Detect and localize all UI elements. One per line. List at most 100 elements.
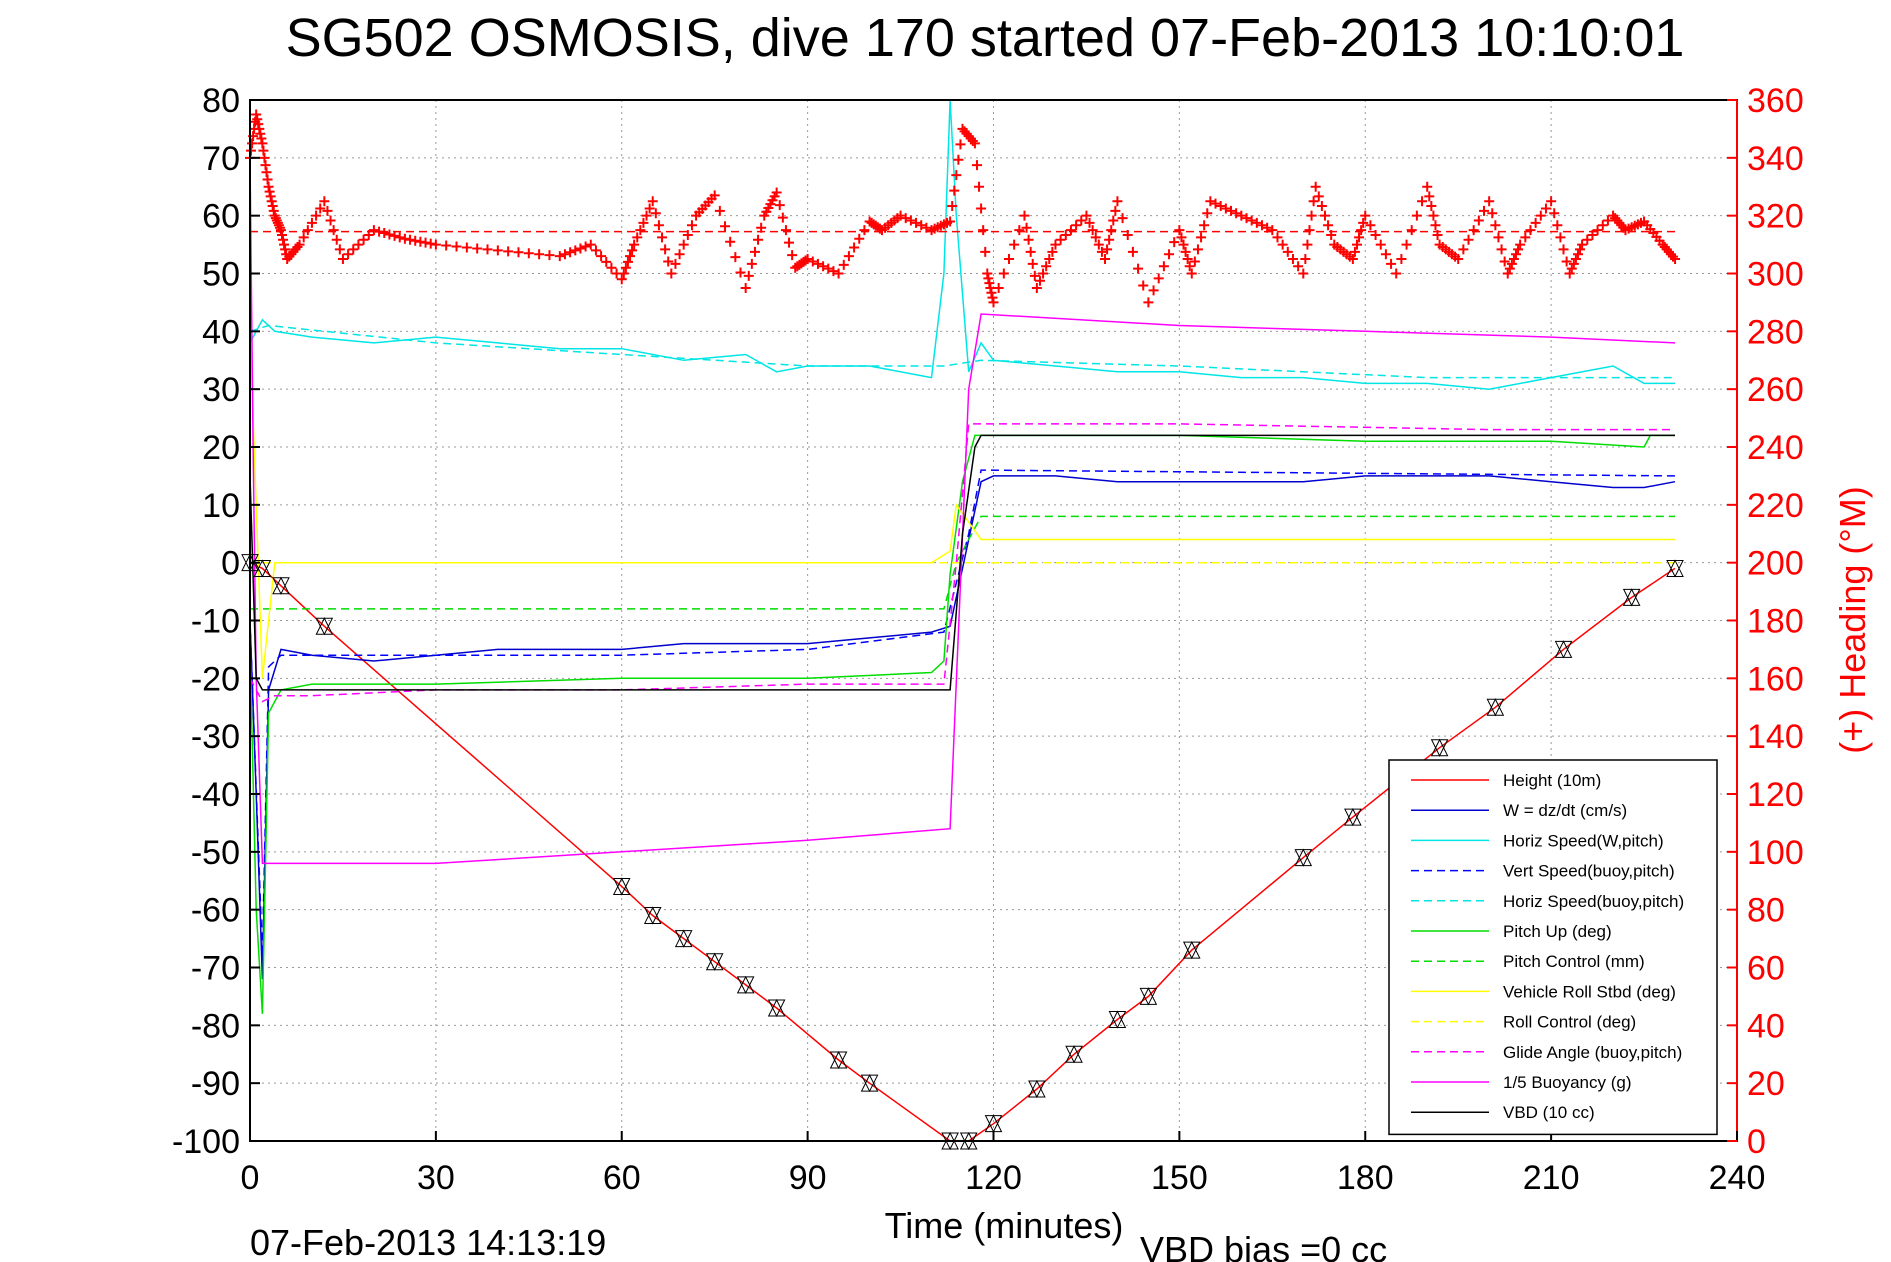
heading-point [1241, 213, 1252, 224]
heading-point [818, 261, 829, 272]
heading-point [678, 239, 689, 250]
heading-point [247, 138, 258, 149]
heading-point [1202, 208, 1213, 219]
heading-point [1041, 261, 1052, 272]
heading-point [1184, 261, 1195, 272]
heading-point [1034, 275, 1045, 286]
heading-point [784, 237, 795, 248]
heading-point [657, 232, 668, 243]
heading-point [1071, 220, 1082, 231]
heading-point [638, 217, 649, 228]
heading-point [618, 268, 629, 279]
heading-point [1487, 208, 1498, 219]
legend-label: Vert Speed(buoy,pitch) [1503, 862, 1675, 881]
heading-point [1546, 196, 1557, 207]
heading-point [1293, 261, 1304, 272]
heading-point [978, 225, 989, 236]
heading-point [725, 236, 736, 247]
heading-point [1458, 244, 1469, 255]
heading-point [1549, 208, 1560, 219]
height-marker-up [272, 576, 290, 595]
heading-point [1406, 225, 1417, 236]
y-tick-label: 0 [221, 545, 240, 583]
right-y-tick-labels: 3603403203002802602402202001801601401201… [1727, 82, 1804, 1161]
heading-point [1014, 225, 1025, 236]
heading-point [709, 190, 720, 201]
heading-point [559, 249, 570, 260]
heading-point [1272, 232, 1283, 243]
heading-point [1319, 210, 1330, 221]
heading-point [257, 138, 268, 149]
heading-point [749, 246, 760, 257]
heading-point [1127, 246, 1138, 257]
heading-point [843, 251, 854, 262]
heading-point [670, 258, 681, 269]
legend: Height (10m) W = dz/dt (cm/s) Horiz Speed(… [1388, 759, 1718, 1136]
heading-point [1143, 297, 1154, 308]
heading-point [1176, 232, 1187, 243]
heading-point [1029, 270, 1040, 281]
height-marker-up [705, 952, 724, 971]
footer-vbd-bias: VBD bias =0 cc [1140, 1229, 1387, 1262]
heading-point [255, 128, 266, 139]
heading-point [260, 160, 271, 171]
heading-point [635, 225, 646, 236]
heading-point [1380, 249, 1391, 260]
y-tick-label: -90 [191, 1065, 240, 1103]
heading-point [1463, 234, 1474, 245]
x-tick-label: 0 [241, 1159, 260, 1197]
legend-label: Roll Control (deg) [1503, 1013, 1636, 1032]
heading-point [1511, 249, 1522, 260]
heading-point [1277, 239, 1288, 250]
x-tick-label: 210 [1523, 1159, 1580, 1197]
y-tick-label: -100 [172, 1123, 240, 1161]
heading-point [331, 234, 342, 245]
right-y-tick-label: 20 [1747, 1065, 1785, 1103]
heading-point [828, 266, 839, 277]
heading-point [1575, 244, 1586, 255]
heading-point [379, 228, 390, 239]
height-marker-up [1028, 1079, 1046, 1098]
heading-point [1110, 205, 1121, 216]
right-y-tick-label: 60 [1747, 950, 1785, 988]
heading-point [1568, 258, 1579, 269]
heading-markers [245, 109, 1681, 308]
heading-point [682, 229, 693, 240]
heading-point [503, 246, 514, 257]
heading-point [993, 282, 1004, 293]
right-y-tick-label: 0 [1747, 1123, 1766, 1161]
heading-point [1424, 191, 1435, 202]
heading-point [1027, 258, 1038, 269]
heading-point [1515, 239, 1526, 250]
x-tick-label: 60 [603, 1159, 641, 1197]
legend-label: Horiz Speed(buoy,pitch) [1503, 892, 1684, 911]
heading-point [1065, 225, 1076, 236]
x-tick-label: 150 [1151, 1159, 1208, 1197]
heading-point [720, 221, 731, 232]
heading-point [1570, 254, 1581, 265]
legend-label: Horiz Speed(W,pitch) [1503, 831, 1664, 850]
heading-point [1047, 246, 1058, 257]
heading-point [1117, 213, 1128, 224]
heading-point [1386, 258, 1397, 269]
heading-point [780, 225, 791, 236]
heading-point [472, 243, 483, 254]
heading-point [1525, 225, 1536, 236]
height-marker-up [643, 906, 662, 924]
heading-point [1308, 196, 1319, 207]
legend-label: Pitch Up (deg) [1503, 922, 1612, 941]
heading-point [1182, 254, 1193, 265]
heading-point [1038, 268, 1049, 279]
heading-point [1169, 237, 1180, 248]
heading-point [1084, 217, 1095, 228]
y-tick-label: -20 [191, 660, 240, 698]
heading-point [1300, 254, 1311, 265]
heading-point [565, 247, 576, 258]
heading-point [1506, 258, 1517, 269]
heading-point [585, 239, 596, 250]
heading-point [253, 119, 264, 130]
heading-point [262, 174, 273, 185]
legend-box [1388, 759, 1718, 1136]
heading-point [343, 249, 354, 260]
right-y-tick-label: 360 [1747, 82, 1804, 120]
